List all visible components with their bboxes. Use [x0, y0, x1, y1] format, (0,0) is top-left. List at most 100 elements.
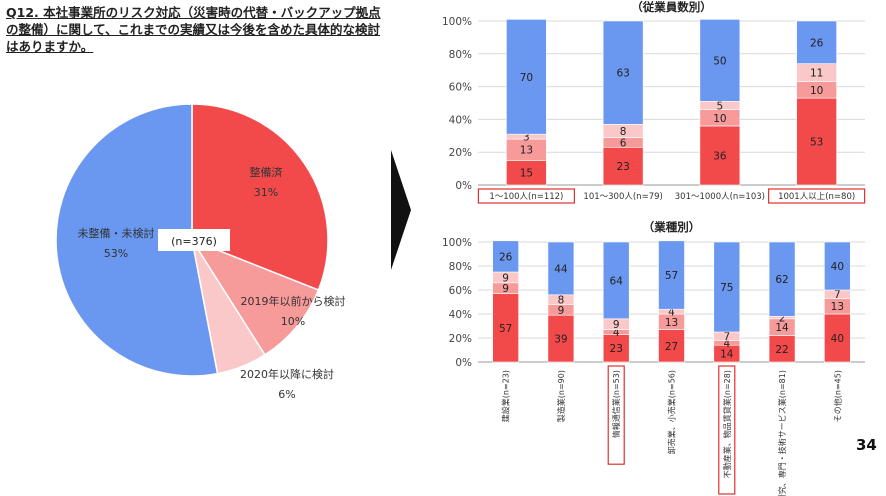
bar-segment [658, 240, 685, 310]
y-tick-label: 20% [449, 333, 472, 345]
bar-value-label: 4 [613, 327, 620, 339]
pie-slice-value: 31% [254, 186, 278, 199]
x-category-label: その他(n=45) [832, 370, 842, 422]
y-tick-label: 80% [449, 49, 472, 61]
bar-value-label: 7 [834, 289, 841, 301]
bar-value-label: 14 [720, 349, 734, 361]
bar-value-label: 63 [616, 68, 629, 80]
bar-value-label: 6 [620, 137, 627, 149]
bar-segment [824, 313, 851, 363]
bar-segment [602, 241, 630, 320]
x-category-label: 1001人以上(n=80) [778, 192, 855, 202]
bar-value-label: 8 [620, 126, 627, 138]
x-category-label: 卸売業、小売業(n=56) [667, 370, 677, 454]
question-title: Q12. 本社事業所のリスク対応（災害時の代替・バックアップ拠点の整備）に関して… [6, 5, 381, 54]
bar-value-label: 13 [831, 301, 844, 313]
bar-segment [699, 19, 741, 102]
bar-segment [492, 293, 519, 363]
highlight-box [718, 365, 736, 495]
bar-segment [796, 97, 837, 186]
bar-value-label: 9 [558, 305, 565, 317]
pie-slice-value: 10% [281, 315, 305, 328]
y-tick-label: 0% [455, 180, 472, 192]
bar-value-label: 36 [713, 150, 727, 162]
highlight-box [768, 188, 866, 204]
bar-value-label: 40 [831, 261, 844, 273]
pie-slice-value: 6% [278, 388, 295, 401]
y-tick-label: 80% [449, 261, 472, 273]
bar-value-label: 22 [775, 344, 788, 356]
bar-value-label: 26 [499, 251, 513, 263]
bar-value-label: 44 [554, 263, 568, 275]
bar-value-label: 13 [520, 145, 533, 157]
bar-value-label: 3 [523, 132, 530, 144]
bar-value-label: 9 [502, 283, 509, 295]
bar-value-label: 62 [775, 274, 788, 286]
y-tick-label: 60% [449, 285, 472, 297]
bar-chart-title: （従業員数別） [631, 0, 712, 14]
x-category-label: 301～1000人(n=103) [675, 192, 765, 202]
bar-value-label: 4 [723, 338, 730, 350]
bar-segment [492, 240, 519, 273]
bar-segment [547, 241, 575, 296]
bar-value-label: 13 [665, 317, 678, 329]
bar-segment [768, 241, 796, 317]
bar-value-label: 8 [558, 295, 565, 307]
bar-value-label: 10 [810, 85, 823, 97]
bar-value-label: 14 [775, 322, 789, 334]
bar-value-label: 57 [499, 323, 512, 335]
x-category-label: 101～300人(n=79) [583, 192, 662, 202]
bar-segment [602, 20, 644, 125]
bar-segment [602, 334, 630, 363]
bar-value-label: 15 [520, 168, 533, 180]
bar-value-label: 7 [723, 331, 730, 343]
bar-value-label: 50 [713, 55, 726, 67]
x-category-label: 建設業(n=23) [501, 370, 511, 422]
page-number: 34 [856, 436, 877, 454]
bar-chart-title: （業種別） [643, 220, 701, 234]
bar-value-label: 10 [713, 113, 726, 125]
y-tick-label: 20% [449, 147, 472, 159]
bar-value-label: 64 [610, 275, 624, 287]
pie-slice-label: 2019年以前から検討 [241, 294, 346, 308]
sample-size-label: (n=376) [171, 235, 217, 248]
pie-slice [55, 103, 219, 377]
sample-size-box [158, 229, 230, 251]
bar-segment [506, 19, 547, 135]
bar-value-label: 57 [665, 270, 678, 282]
highlight-box [607, 365, 625, 465]
bar-value-label: 9 [502, 272, 509, 284]
bar-value-label: 70 [520, 72, 533, 84]
y-tick-label: 0% [455, 357, 472, 369]
bar-segment [824, 241, 851, 291]
bar-value-label: 4 [668, 307, 675, 319]
pie-slice-label: 整備済 [250, 165, 283, 179]
x-category-label: 学術研究、専門・技術サービス業(n=81) [777, 370, 787, 496]
bar-value-label: 26 [810, 37, 824, 49]
bar-value-label: 27 [665, 341, 678, 353]
y-tick-label: 40% [449, 114, 472, 126]
bar-value-label: 39 [554, 334, 567, 346]
bar-segment [796, 20, 837, 64]
pie-slice-value: 53% [104, 247, 128, 260]
y-tick-label: 100% [442, 16, 472, 28]
bar-segment [602, 146, 644, 186]
y-tick-label: 60% [449, 82, 472, 94]
x-category-label: 1～100人(n=112) [489, 192, 563, 202]
x-category-label: 不動産業、物品賃貸業(n=28) [722, 370, 732, 478]
bar-segment [506, 160, 547, 186]
pie-slice-label: 未整備・未検討 [78, 226, 155, 240]
bar-value-label: 2 [779, 313, 786, 325]
bar-value-label: 23 [616, 161, 629, 173]
bar-segment [768, 335, 796, 363]
bar-segment [713, 241, 741, 333]
x-category-label: 情報通信業(n=53) [611, 370, 621, 438]
bar-value-label: 75 [720, 282, 733, 294]
x-category-label: 製造業(n=90) [556, 370, 566, 422]
bar-value-label: 11 [810, 68, 823, 80]
y-tick-label: 40% [449, 309, 472, 321]
bar-segment [658, 329, 685, 363]
